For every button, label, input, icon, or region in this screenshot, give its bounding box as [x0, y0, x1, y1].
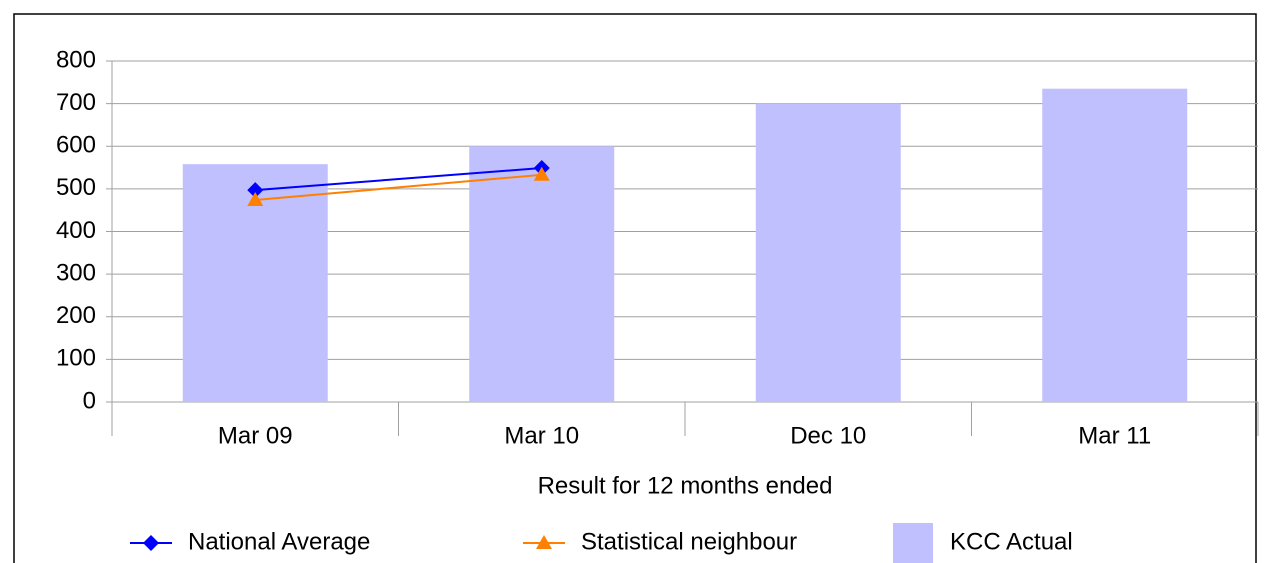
y-tick-label: 0: [83, 387, 96, 414]
legend-label: Statistical neighbour: [581, 528, 797, 555]
legend-swatch: [893, 523, 933, 563]
y-tick-label: 500: [56, 174, 96, 201]
legend-label: National Average: [188, 528, 370, 555]
y-tick-label: 300: [56, 259, 96, 286]
bar: [1042, 88, 1188, 403]
line: [255, 166, 542, 192]
x-tick-label: Mar 09: [218, 422, 293, 449]
line: [255, 173, 542, 201]
y-tick-label: 400: [56, 217, 96, 244]
marker: [536, 535, 552, 549]
y-tick-label: 700: [56, 89, 96, 116]
y-tick-label: 100: [56, 345, 96, 372]
x-tick-label: Dec 10: [790, 422, 866, 449]
x-tick-label: Mar 11: [1078, 422, 1151, 449]
marker: [143, 535, 159, 551]
y-tick-label: 200: [56, 302, 96, 329]
y-tick-label: 600: [56, 132, 96, 159]
x-tick-label: Mar 10: [504, 422, 579, 449]
bar: [469, 146, 615, 402]
marker: [247, 191, 264, 206]
legend-label: KCC Actual: [950, 528, 1073, 555]
chart-border: [13, 13, 1257, 563]
marker: [533, 166, 550, 181]
y-tick-label: 800: [56, 46, 96, 73]
bar: [755, 103, 901, 402]
x-axis-title: Result for 12 months ended: [538, 472, 833, 499]
marker: [247, 182, 264, 199]
